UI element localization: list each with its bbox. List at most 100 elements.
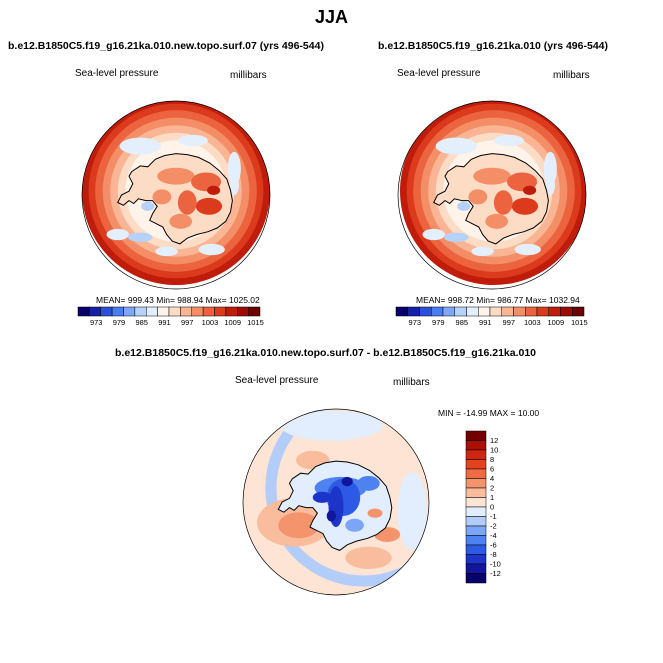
low-pressure-area: [435, 137, 477, 155]
panel2-colorbar-label: 973: [409, 318, 422, 327]
main-title: JJA: [314, 7, 349, 27]
difference-colorbar-box: [465, 554, 487, 565]
panel2-colorbar-label: 997: [503, 318, 516, 327]
panel2-colorbar-box: [548, 306, 561, 317]
difference-colorbar-label: 2: [490, 484, 494, 493]
high-pressure-area: [157, 167, 195, 185]
panel1-colorbar-label: 997: [181, 318, 194, 327]
high-pressure-area: [177, 190, 197, 215]
panel2-colorbar-box: [407, 306, 420, 317]
difference-colorbar-box: [465, 440, 487, 451]
panel1-colorbar-box: [134, 306, 147, 317]
panel1-colorbar-label: 1009: [224, 318, 241, 327]
panel2-colorbar-box: [478, 306, 491, 317]
low-pressure-area: [128, 232, 153, 242]
panel-3-title: b.e12.B1850C5.f19_g16.21ka.010.new.topo.…: [115, 347, 537, 359]
difference-colorbar-label: 4: [490, 474, 494, 483]
panel2-colorbar-label: 1009: [547, 318, 564, 327]
positive-area: [345, 546, 392, 569]
negative-ring: [265, 409, 429, 587]
panel1-colorbar-box: [202, 306, 215, 317]
panel1-colorbar-box: [248, 306, 261, 317]
high-pressure-area: [473, 167, 511, 185]
difference-colorbar-label: 6: [490, 465, 494, 474]
difference-colorbar-box: [465, 430, 487, 441]
panel1-colorbar-box: [180, 306, 192, 317]
coastline: [433, 153, 549, 245]
difference-colorbar-label: -10: [490, 560, 501, 569]
difference-colorbar-box: [465, 478, 487, 489]
panel-1-stats: MEAN= 999.43 Min= 988.94 Max= 1025.02: [96, 295, 260, 305]
difference-colorbar-label: -6: [490, 541, 497, 550]
map-panel1: [81, 100, 271, 290]
negative-area: [280, 410, 383, 441]
low-pressure-area: [545, 176, 555, 196]
difference-colorbar-label: 10: [490, 446, 498, 455]
high-pressure-area: [523, 185, 537, 195]
panel-2-title: b.e12.B1850C5.f19_g16.21ka.010 (yrs 496-…: [378, 40, 608, 52]
difference-colorbar-box: [465, 449, 487, 460]
difference-colorbar-label: 12: [490, 436, 498, 445]
map-border: [397, 100, 587, 290]
panel2-colorbar-box: [442, 306, 455, 317]
panel1-colorbar-box: [77, 306, 90, 317]
panel-3-units-label: millibars: [393, 377, 430, 388]
panel1-colorbar-label: 979: [113, 318, 126, 327]
high-pressure-area: [195, 197, 223, 215]
low-pressure-area: [141, 201, 155, 211]
panel2-colorbar-label: 1015: [571, 318, 588, 327]
panel1-colorbar-box: [237, 306, 249, 317]
panel2-colorbar-label: 979: [432, 318, 445, 327]
low-pressure-area: [229, 176, 239, 196]
panel1-colorbar-label: 973: [90, 318, 103, 327]
map-panel2: [397, 100, 587, 290]
negative-area: [341, 476, 353, 487]
difference-colorbar-box: [465, 459, 487, 470]
difference-colorbar-box: [465, 487, 487, 498]
low-pressure-area: [493, 134, 524, 147]
panel-1-title: b.e12.B1850C5.f19_g16.21ka.010.new.topo.…: [8, 40, 324, 52]
panel1-colorbar-box: [168, 306, 181, 317]
panel1-colorbar-label: 991: [158, 318, 171, 327]
low-pressure-area: [457, 201, 471, 211]
panel2-colorbar-label: 985: [456, 318, 469, 327]
panel-1-units-label: millibars: [230, 70, 267, 81]
panel-3-variable-label: Sea-level pressure: [235, 375, 319, 386]
difference-colorbar-label: -8: [490, 550, 497, 559]
panel-2-units-label: millibars: [553, 70, 590, 81]
low-pressure-area: [543, 151, 557, 186]
panel2-colorbar-box: [501, 306, 514, 317]
panel-2-stats: MEAN= 998.72 Min= 986.77 Max= 1032.94: [416, 295, 580, 305]
difference-colorbar-box: [465, 506, 487, 517]
panel1-colorbar-box: [111, 306, 124, 317]
difference-colorbar-box: [465, 535, 487, 546]
difference-colorbar-box: [465, 563, 487, 574]
panel2-colorbar-box: [513, 306, 526, 317]
high-pressure-area: [207, 185, 221, 195]
panel2-colorbar-box: [489, 306, 502, 317]
difference-colorbar-box: [465, 544, 487, 555]
low-pressure-area: [119, 137, 161, 155]
panel2-colorbar-box: [419, 306, 432, 317]
coastline: [277, 460, 393, 551]
panel2-colorbar-box: [560, 306, 573, 317]
panel2-colorbar-box: [536, 306, 549, 317]
difference-colorbar-label: -1: [490, 512, 497, 521]
high-pressure-area: [152, 189, 172, 205]
panel2-colorbar-box: [395, 306, 408, 317]
panel1-colorbar-label: 1003: [202, 318, 219, 327]
panel1-colorbar-box: [191, 306, 204, 317]
low-pressure-area: [177, 134, 208, 147]
panel1-colorbar-box: [146, 306, 158, 317]
difference-colorbar-label: 0: [490, 503, 494, 512]
difference-colorbar-label: 1: [490, 493, 494, 502]
panel2-colorbar-box: [572, 306, 585, 317]
positive-area: [278, 512, 320, 539]
difference-colorbar-box: [465, 525, 487, 536]
panel1-colorbar-box: [214, 306, 227, 317]
low-pressure-area: [444, 232, 469, 242]
low-pressure-area: [227, 151, 241, 186]
panel1-colorbar-box: [123, 306, 136, 317]
panel1-colorbar-box: [157, 306, 170, 317]
